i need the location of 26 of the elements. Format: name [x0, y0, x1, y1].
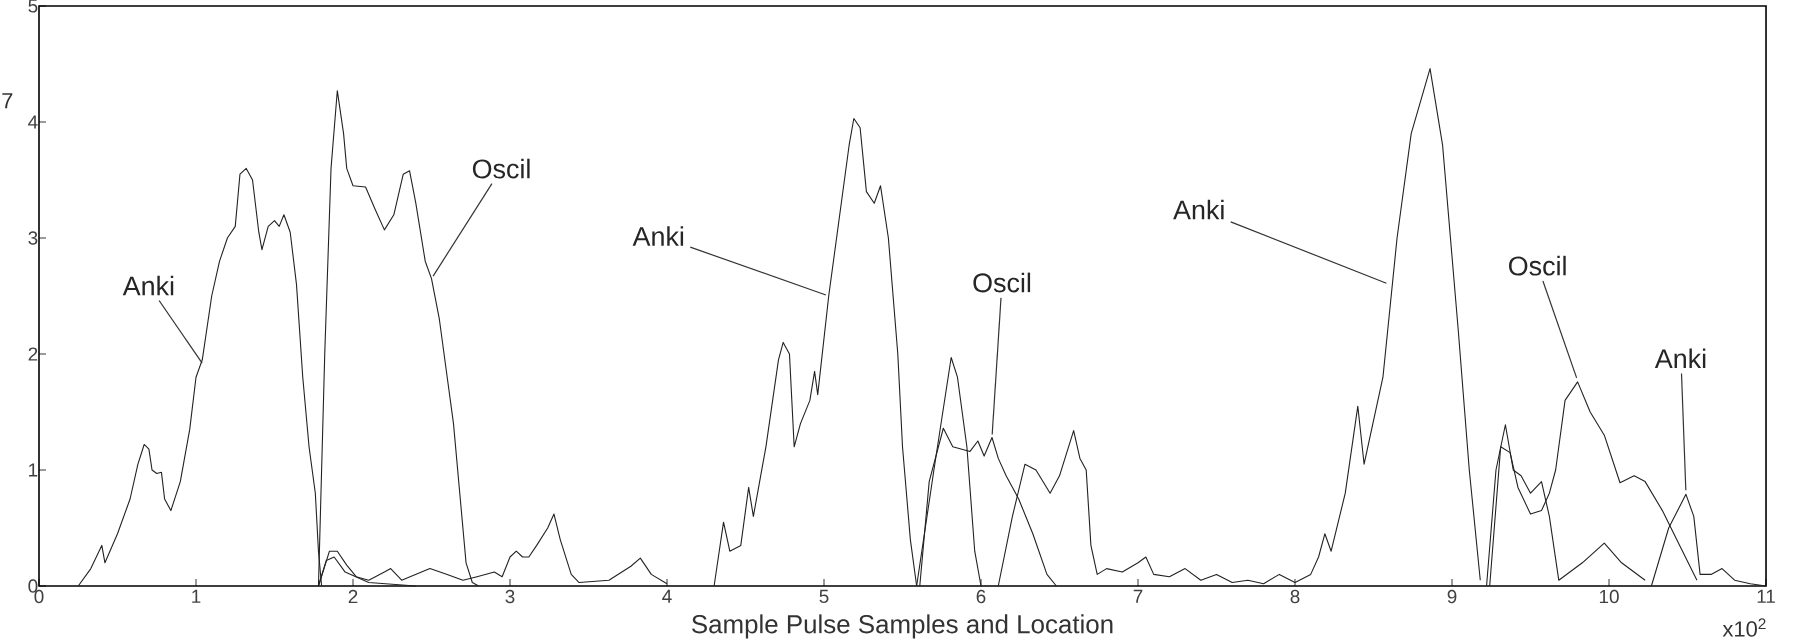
y-tick-label: 3	[28, 231, 38, 245]
x-tick-label: 11	[1757, 589, 1775, 603]
text: 7	[2, 93, 13, 109]
text: x10$^{2}$	[1722, 618, 1766, 637]
y-tick-label: 1	[29, 463, 38, 477]
x-axis-title: Sample Pulse Samples and Location	[692, 614, 1113, 639]
x-tick-label: 4	[662, 589, 672, 603]
x-tick-label: 6	[976, 589, 986, 604]
x-tick-label: 7	[1133, 589, 1143, 603]
x-tick-label: 5	[819, 589, 829, 604]
x-tick-label: 3	[505, 589, 515, 604]
annotation: Oscil	[1509, 255, 1566, 276]
x-tick-label: 8	[1290, 589, 1300, 604]
annotation: Oscil	[472, 158, 530, 179]
annotation: Anki	[122, 275, 174, 296]
x-tick-label: 9	[1447, 589, 1457, 604]
x-tick-label: 10	[1599, 589, 1619, 604]
annotation: Anki	[1654, 348, 1706, 368]
annotation: Anki	[1173, 199, 1224, 220]
y-tick-label: 4	[28, 115, 38, 129]
x-tick-label: 2	[348, 589, 358, 604]
annotation: Anki	[632, 226, 684, 246]
annotation: Oscil	[973, 272, 1031, 293]
x-tick-label: 1	[192, 589, 201, 603]
y-tick-label: 5	[28, 0, 38, 13]
y-tick-label: 2	[28, 347, 38, 361]
